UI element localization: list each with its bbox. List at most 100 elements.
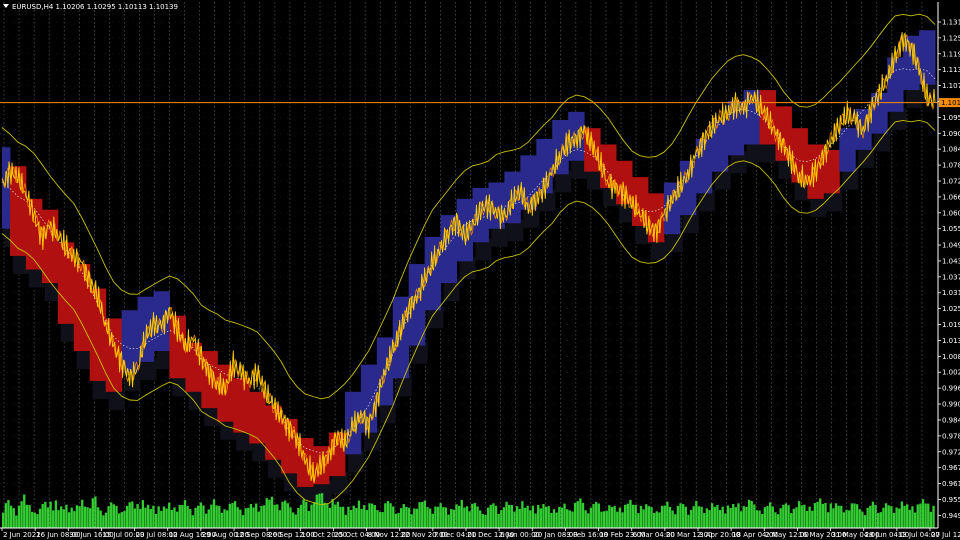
volume-bar <box>523 507 527 528</box>
volume-bar <box>808 506 811 528</box>
volume-bar <box>779 508 782 528</box>
volume-bar <box>128 502 131 528</box>
volume-bar <box>418 502 421 528</box>
volume-bar <box>94 496 97 528</box>
volume-bar <box>239 509 242 528</box>
volume-bar <box>376 510 379 528</box>
volume-bar <box>726 505 730 528</box>
volume-bar <box>210 504 213 528</box>
x-tick-label: 16 May 20:00 <box>798 531 846 539</box>
x-tick-label: 28 Jun 04:00 <box>865 531 909 539</box>
volume-bar <box>297 507 300 528</box>
shadow-block <box>874 129 891 152</box>
y-tick-label: 1.06085 <box>942 209 960 217</box>
volume-bar <box>326 503 329 528</box>
shadow-block <box>539 189 556 212</box>
volume-bar <box>842 512 846 528</box>
shadow-block <box>842 167 859 190</box>
volume-bar <box>739 511 743 528</box>
volume-bar <box>305 501 308 528</box>
volume-bar <box>908 509 911 528</box>
shadow-block <box>714 167 731 190</box>
volume-bar <box>444 507 448 528</box>
volume-bar <box>716 505 719 528</box>
shadow-block <box>108 387 125 410</box>
volume-bar <box>52 510 55 528</box>
volume-bar <box>336 501 340 528</box>
volume-bar <box>592 504 595 528</box>
volume-bar <box>529 510 532 528</box>
volume-bar <box>621 512 624 528</box>
volume-bar <box>331 499 334 528</box>
shadow-block <box>92 376 109 399</box>
chart-title-group: EURUSD,H4 1.10206 1.10295 1.10113 1.1013… <box>3 3 178 11</box>
bull-block <box>887 57 904 112</box>
volume-bar <box>539 508 542 528</box>
volume-bar <box>110 502 113 528</box>
volume-bar <box>919 503 922 528</box>
volume-bar <box>515 506 519 528</box>
volume-bar <box>558 506 561 528</box>
volume-bar <box>500 510 503 528</box>
volume-bar <box>486 507 490 528</box>
x-tick-label: 22 Nov 20:00 <box>401 531 448 539</box>
shadow-block <box>730 151 747 174</box>
volume-bar <box>576 501 579 528</box>
volume-bar <box>681 504 685 528</box>
volume-bar <box>600 511 603 528</box>
volume-bar <box>25 504 29 528</box>
volume-bar <box>605 510 608 528</box>
volume-bar <box>821 503 825 528</box>
x-tick-label: 7 Dec 04:00 <box>434 531 477 539</box>
volume-bar <box>568 510 571 528</box>
volume-bar <box>373 505 376 528</box>
triangle-down-icon[interactable] <box>3 4 9 8</box>
volume-bar <box>750 501 753 528</box>
y-tick-label: 1.03730 <box>942 273 960 281</box>
volume-bar <box>866 507 869 528</box>
bear-block <box>616 160 633 205</box>
volume-bar <box>291 512 295 528</box>
volume-bar <box>898 508 901 528</box>
y-tick-label: 1.09010 <box>942 130 960 138</box>
volume-bar <box>247 507 250 528</box>
y-tick-label: 1.02560 <box>942 305 960 313</box>
y-tick-label: 1.00220 <box>942 369 960 377</box>
volume-bar <box>537 505 540 528</box>
volume-bar <box>144 507 147 528</box>
volume-bar <box>513 511 516 528</box>
volume-bar <box>602 511 606 528</box>
x-tick-label: 31 May 04:00 <box>832 531 880 539</box>
volume-bar <box>146 504 150 528</box>
shadow-block <box>395 374 412 397</box>
volume-bar <box>347 506 350 528</box>
volume-bar <box>481 514 485 528</box>
volume-bar <box>705 508 709 528</box>
volume-bar <box>405 506 408 528</box>
volume-bar <box>334 504 337 528</box>
x-tick-label: 20 Jan 08:00 <box>533 531 577 539</box>
volume-bar <box>671 510 674 528</box>
bull-block <box>727 100 745 156</box>
volume-bar <box>349 510 353 528</box>
volume-bar <box>887 505 890 528</box>
volume-bar <box>624 504 627 528</box>
volume-bar <box>884 503 888 528</box>
bear-block <box>775 106 792 161</box>
shadow-block <box>284 469 301 492</box>
volume-bar <box>877 513 880 528</box>
volume-bar <box>318 493 321 528</box>
shadow-block <box>650 238 667 261</box>
shadow-block <box>491 224 508 247</box>
volume-bar <box>813 503 817 528</box>
volume-bar <box>370 503 374 528</box>
volume-bar <box>489 504 492 528</box>
bear-block <box>25 198 43 270</box>
volume-bar <box>202 505 205 528</box>
volume-bar <box>768 502 772 528</box>
volume-bar <box>434 506 437 528</box>
shadow-block <box>5 224 13 247</box>
y-tick-label: 1.06670 <box>942 193 960 201</box>
shadow-block <box>427 306 444 329</box>
